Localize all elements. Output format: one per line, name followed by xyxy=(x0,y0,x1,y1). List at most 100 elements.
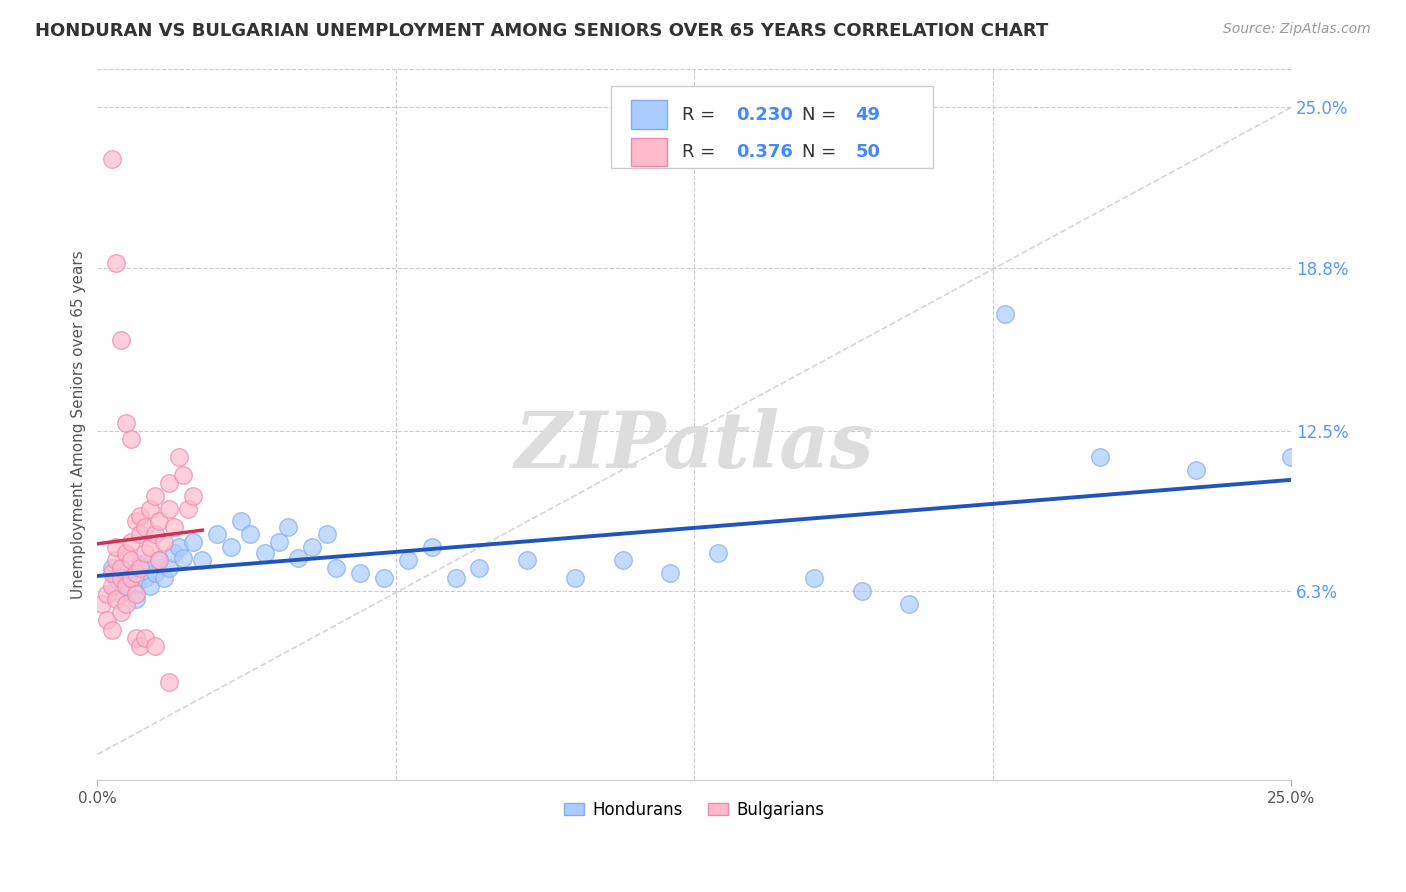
Point xyxy=(105,255,128,269)
Point xyxy=(239,527,262,541)
Point xyxy=(129,561,152,575)
Point xyxy=(707,545,730,559)
Point xyxy=(129,527,152,541)
Point xyxy=(994,307,1017,321)
Point xyxy=(115,597,138,611)
Text: N =: N = xyxy=(801,143,842,161)
Point xyxy=(129,558,152,573)
Point xyxy=(177,501,200,516)
Point xyxy=(277,519,299,533)
Point xyxy=(139,541,162,555)
Point xyxy=(110,587,132,601)
Point xyxy=(105,592,128,607)
Text: R =: R = xyxy=(682,105,721,124)
Point xyxy=(134,571,156,585)
Point xyxy=(153,535,176,549)
Point xyxy=(148,553,170,567)
Y-axis label: Unemployment Among Seniors over 65 years: Unemployment Among Seniors over 65 years xyxy=(72,250,86,599)
Point xyxy=(134,545,156,559)
Point xyxy=(124,631,146,645)
Point xyxy=(157,561,180,575)
Point xyxy=(253,545,276,559)
Point xyxy=(139,579,162,593)
Point xyxy=(105,571,128,585)
Point xyxy=(564,571,586,585)
Point xyxy=(105,541,128,555)
Point xyxy=(134,631,156,645)
Point xyxy=(110,333,132,347)
Point xyxy=(315,527,337,541)
Point xyxy=(444,571,467,585)
Point xyxy=(124,592,146,607)
Point xyxy=(100,152,122,166)
Point xyxy=(129,509,152,524)
Point xyxy=(120,535,142,549)
Point xyxy=(115,545,138,559)
Point xyxy=(420,541,443,555)
Point xyxy=(163,519,186,533)
Point xyxy=(120,566,142,581)
Point xyxy=(143,566,166,581)
Point xyxy=(1279,450,1302,464)
Point xyxy=(1090,450,1112,464)
Point xyxy=(129,639,152,653)
FancyBboxPatch shape xyxy=(610,87,934,169)
Text: Source: ZipAtlas.com: Source: ZipAtlas.com xyxy=(1223,22,1371,37)
Point xyxy=(191,553,214,567)
Text: 0.376: 0.376 xyxy=(737,143,793,161)
Point xyxy=(898,597,921,611)
Text: N =: N = xyxy=(801,105,842,124)
Point xyxy=(96,613,118,627)
Point xyxy=(110,561,132,575)
Point xyxy=(143,639,166,653)
Point xyxy=(134,556,156,570)
Point xyxy=(349,566,371,581)
Point xyxy=(205,527,228,541)
Point xyxy=(167,541,190,555)
Point xyxy=(396,553,419,567)
Point xyxy=(115,416,138,430)
Point xyxy=(468,561,491,575)
Point xyxy=(115,579,138,593)
Point xyxy=(110,605,132,619)
Text: HONDURAN VS BULGARIAN UNEMPLOYMENT AMONG SENIORS OVER 65 YEARS CORRELATION CHART: HONDURAN VS BULGARIAN UNEMPLOYMENT AMONG… xyxy=(35,22,1049,40)
Point xyxy=(172,467,194,482)
Point xyxy=(325,561,347,575)
Point xyxy=(172,550,194,565)
Point xyxy=(124,576,146,591)
Point xyxy=(301,541,323,555)
Point xyxy=(1185,463,1208,477)
Point xyxy=(134,519,156,533)
Text: 50: 50 xyxy=(855,143,880,161)
Point xyxy=(373,571,395,585)
Point xyxy=(143,527,166,541)
Point xyxy=(157,475,180,490)
Point xyxy=(100,579,122,593)
Point xyxy=(91,597,114,611)
Text: ZIPatlas: ZIPatlas xyxy=(515,408,875,484)
Point xyxy=(148,515,170,529)
Point xyxy=(803,571,825,585)
Point xyxy=(120,553,142,567)
Point xyxy=(157,675,180,690)
Point xyxy=(659,566,682,581)
Point xyxy=(612,553,634,567)
Legend: Hondurans, Bulgarians: Hondurans, Bulgarians xyxy=(558,794,831,825)
Point xyxy=(229,515,252,529)
Point xyxy=(120,432,142,446)
Point xyxy=(120,571,142,585)
Point xyxy=(124,566,146,581)
Point xyxy=(143,489,166,503)
Point xyxy=(139,501,162,516)
Point xyxy=(181,489,204,503)
Point xyxy=(110,571,132,585)
Point xyxy=(516,553,538,567)
Bar xyxy=(631,137,666,166)
Point xyxy=(851,584,873,599)
Point xyxy=(105,553,128,567)
Point xyxy=(100,561,122,575)
Point xyxy=(153,571,176,585)
Point xyxy=(181,535,204,549)
Text: 49: 49 xyxy=(855,105,880,124)
Point xyxy=(124,587,146,601)
